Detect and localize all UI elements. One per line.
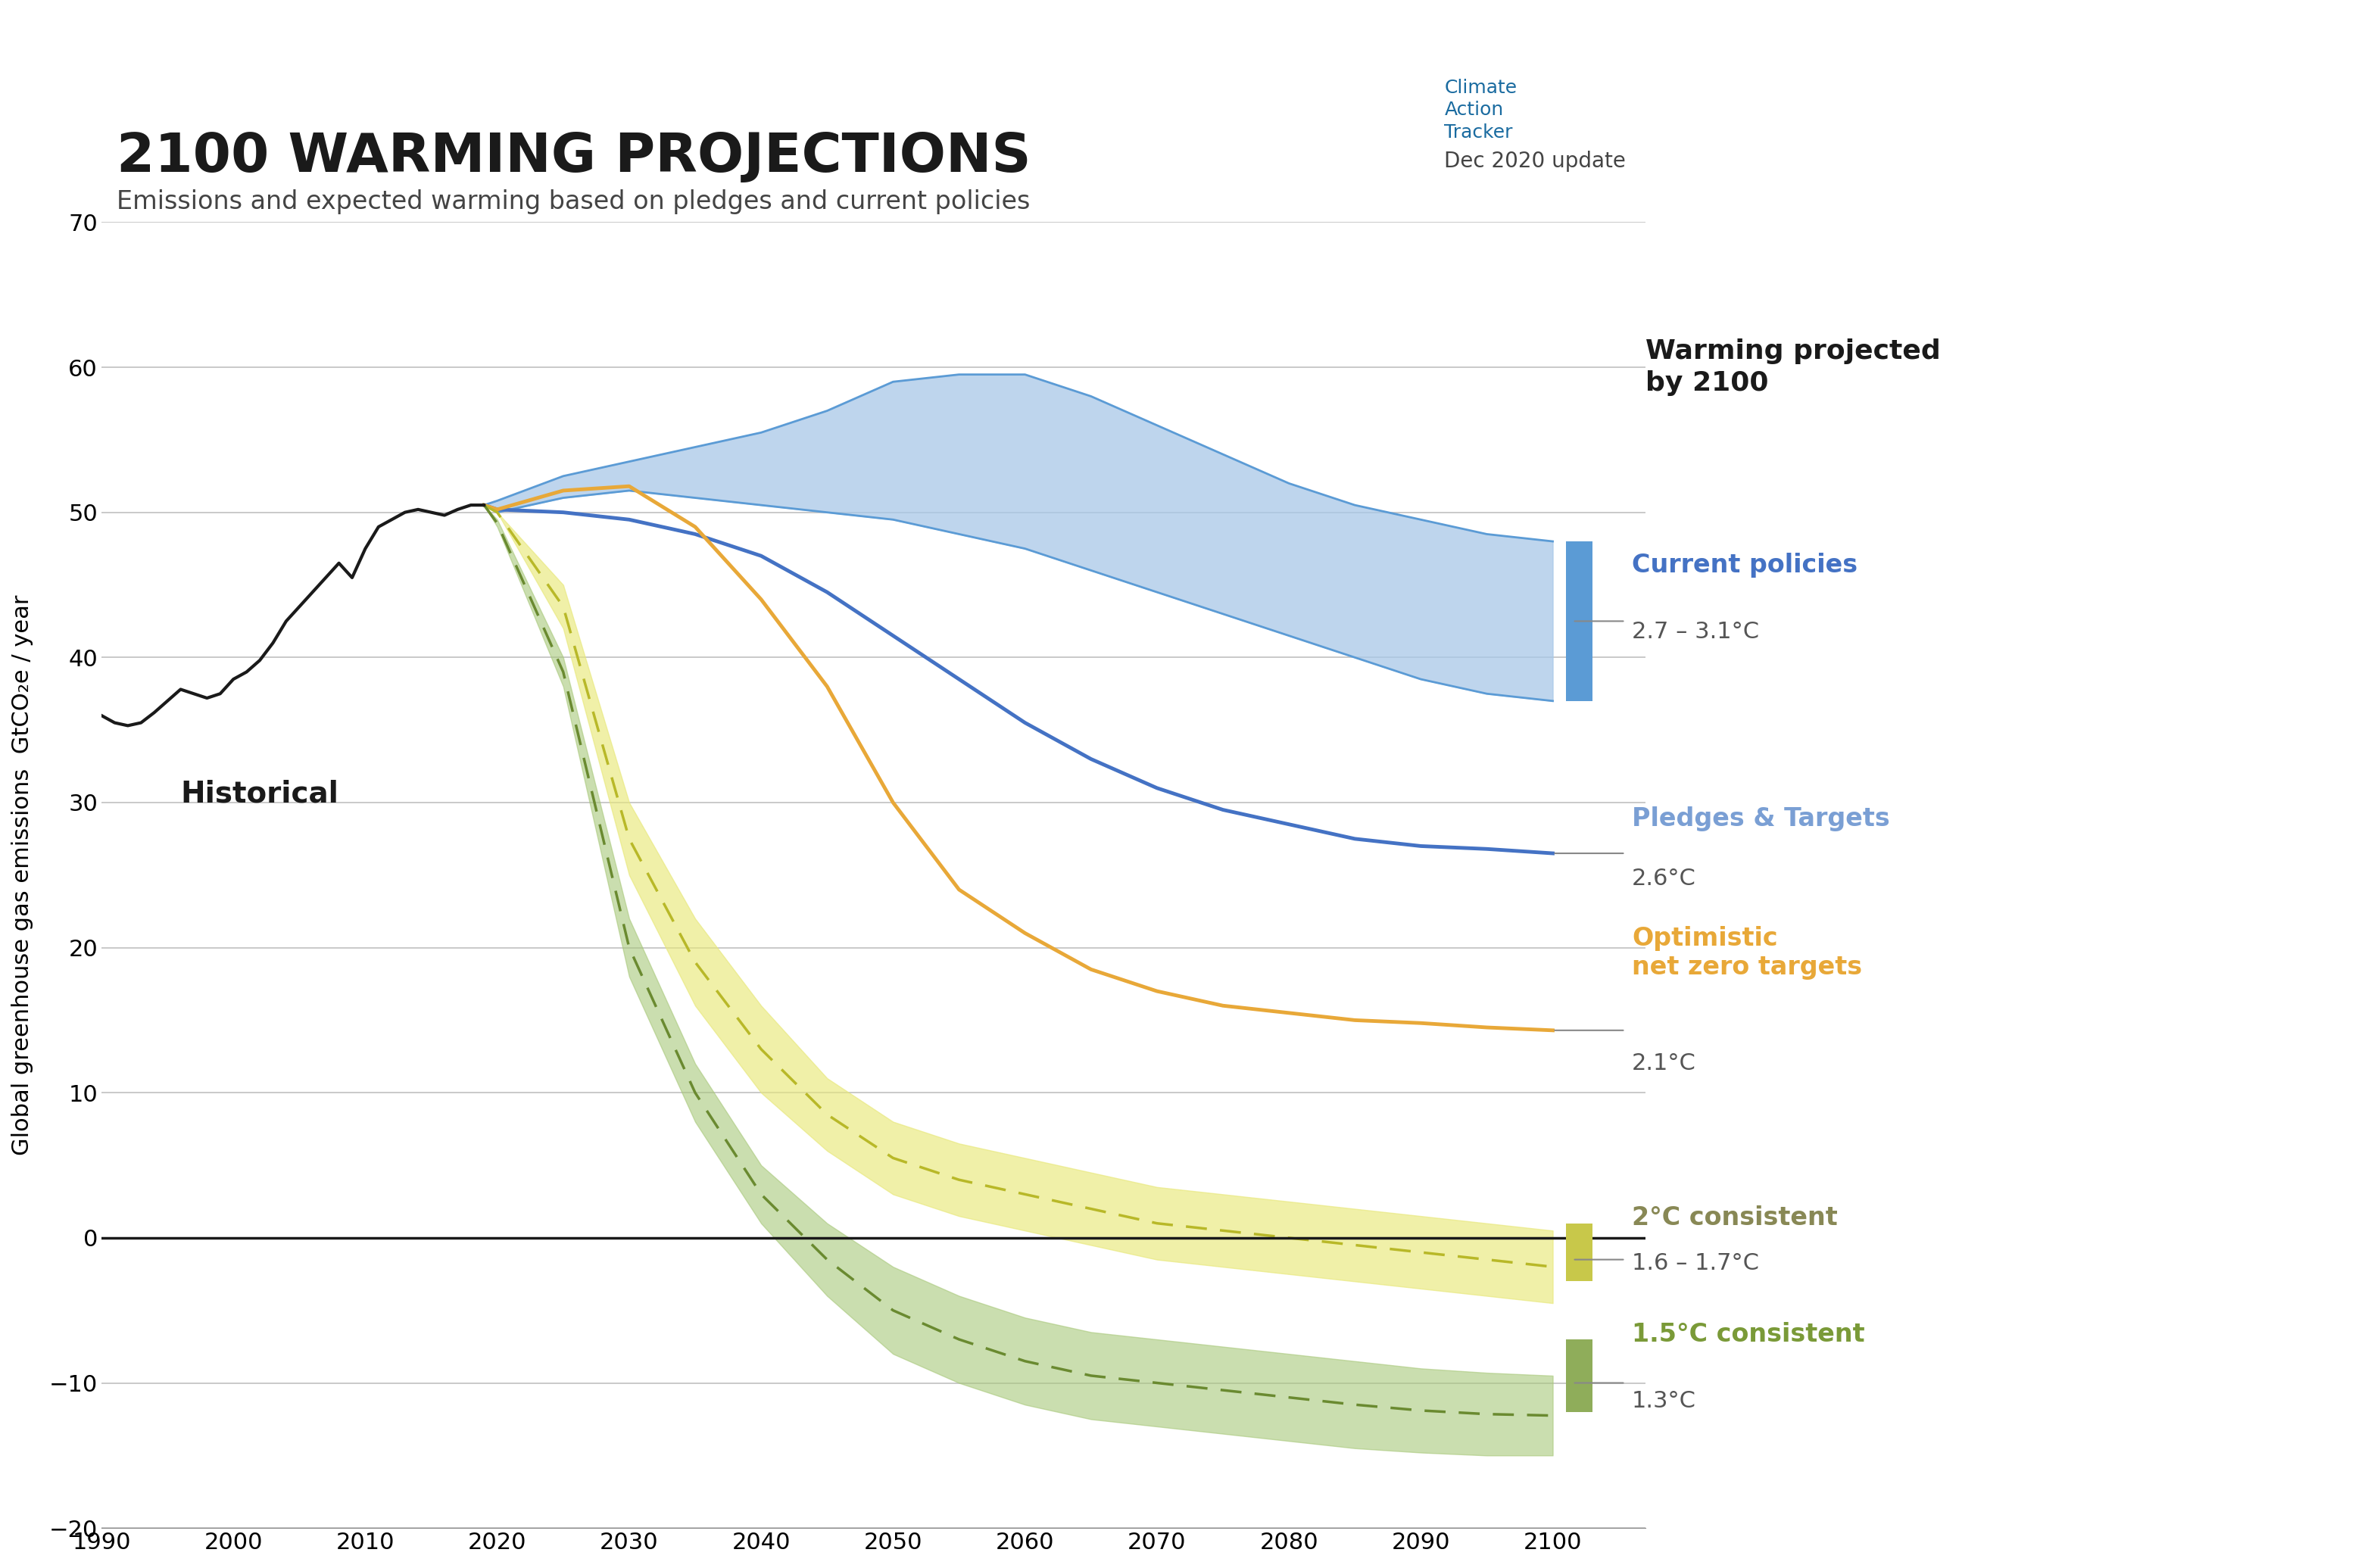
FancyBboxPatch shape	[1566, 541, 1592, 701]
FancyBboxPatch shape	[1566, 1340, 1592, 1412]
Text: 1.3°C: 1.3°C	[1633, 1390, 1697, 1412]
Text: 2.7 – 3.1°C: 2.7 – 3.1°C	[1633, 621, 1759, 643]
Text: Emissions and expected warming based on pledges and current policies: Emissions and expected warming based on …	[117, 189, 1031, 214]
FancyBboxPatch shape	[1566, 1224, 1592, 1282]
Text: Climate
Action
Tracker: Climate Action Tracker	[1445, 78, 1516, 142]
Text: Current policies: Current policies	[1633, 552, 1859, 577]
Text: 2°C consistent: 2°C consistent	[1633, 1205, 1837, 1230]
Text: Dec 2020 update: Dec 2020 update	[1445, 150, 1626, 172]
Text: Warming projected
by 2100: Warming projected by 2100	[1645, 338, 1940, 396]
Text: 1.6 – 1.7°C: 1.6 – 1.7°C	[1633, 1252, 1759, 1274]
Text: 2.1°C: 2.1°C	[1633, 1052, 1697, 1074]
Text: 1.5°C consistent: 1.5°C consistent	[1633, 1322, 1866, 1346]
Text: Pledges & Targets: Pledges & Targets	[1633, 806, 1890, 831]
Text: Historical: Historical	[181, 779, 338, 809]
Text: 2.6°C: 2.6°C	[1633, 869, 1697, 890]
Text: 2100 WARMING PROJECTIONS: 2100 WARMING PROJECTIONS	[117, 131, 1031, 183]
Y-axis label: Global greenhouse gas emissions  GtCO₂e / year: Global greenhouse gas emissions GtCO₂e /…	[12, 595, 33, 1155]
Text: Optimistic
net zero targets: Optimistic net zero targets	[1633, 925, 1861, 980]
